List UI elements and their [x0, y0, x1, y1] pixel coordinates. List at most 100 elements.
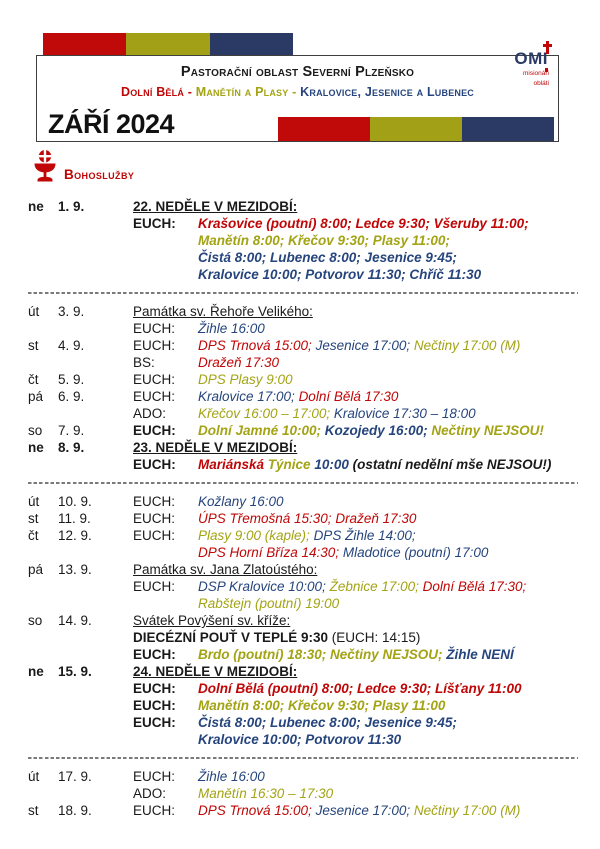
segment: Nečtiny NEJSOU! — [431, 423, 544, 438]
schedule-entry: so 14. 9. Svátek Povýšení sv. kříže: DIECÉZ… — [28, 612, 580, 663]
day-label: st — [28, 803, 39, 818]
schedule-line: EUCH: DSP Kralovice 10:00; Žebnice 17:00;… — [133, 578, 580, 595]
header-subtitle: Dolní Bělá - Manětín a Plasy - Kralovice… — [37, 85, 558, 99]
line-label: EUCH: — [133, 338, 176, 353]
entry-lines: Památka sv. Jana Zlatoústého: EUCH: DSP Kr… — [133, 561, 580, 612]
schedule-line: BS: Dražeň 17:30 — [133, 354, 580, 371]
date-label: 14. 9. — [58, 613, 92, 628]
segment: Dražeň 17:30 — [198, 355, 280, 370]
date-label: 11. 9. — [58, 511, 91, 526]
segment: Plasy 9:00 (kaple); — [198, 528, 314, 543]
segment: Kozojedy 16:00; — [324, 423, 432, 438]
entry-lines: 24. NEDĚLE V MEZIDOBÍ: EUCH: Dolní Bělá (p… — [133, 663, 580, 748]
color-block — [370, 117, 462, 141]
schedule-entry: čt 5. 9. EUCH: DPS Plasy 9:00 — [28, 371, 580, 388]
line-label: EUCH: — [133, 681, 176, 696]
entry-lines: EUCH: ÚPS Třemošná 15:30; Dražeň 17:30 — [133, 510, 580, 527]
segment: Mladotice (poutní) 17:00 — [342, 545, 489, 560]
date-label: 5. 9. — [58, 372, 85, 387]
segment: DPS Trnová 15:00; — [198, 338, 316, 353]
schedule-line: Památka sv. Jana Zlatoústého: — [133, 561, 580, 578]
segment: Čistá 8:00; Lubenec 8:00; Jesenice 9:45; — [198, 715, 457, 730]
entry-lines: EUCH: DPS Plasy 9:00 — [133, 371, 580, 388]
color-block — [209, 33, 293, 55]
schedule-entry: st 4. 9. EUCH: DPS Trnová 15:00; Jesenice 1… — [28, 337, 580, 371]
section-title: Bohoslužby — [64, 167, 135, 182]
day-label: pá — [28, 389, 44, 404]
entry-lines: EUCH: DPS Trnová 15:00; Jesenice 17:00; N… — [133, 337, 580, 371]
schedule-line: ADO: Manětín 16:30 – 17:30 — [133, 785, 580, 802]
segment: Krašovice (poutní) 8:00; Ledce 9:30; Vše… — [198, 216, 529, 231]
segment: Žihle 16:00 — [198, 769, 265, 784]
segment: Žihle 16:00 — [198, 321, 265, 336]
schedule-line: Čistá 8:00; Lubenec 8:00; Jesenice 9:45; — [133, 249, 580, 266]
segment: 10:00 — [314, 457, 353, 472]
line-label: EUCH: — [133, 423, 176, 438]
segment: Nečtiny 17:00 (M) — [413, 803, 521, 818]
page-title: Pastorační oblast Severní Plzeňsko — [180, 64, 415, 80]
header: OMI misionáři obláti Pastorační oblast S… — [36, 41, 559, 142]
section-head: Bohoslužby — [33, 150, 134, 183]
segment: Jesenice 17:00; — [315, 803, 414, 818]
segment: Týnice — [267, 457, 315, 472]
entry-lines: 23. NEDĚLE V MEZIDOBÍ: EUCH: Mariánská Týn… — [133, 439, 580, 473]
omi-logo: OMI misionáři obláti — [514, 41, 552, 88]
line-label: EUCH: — [133, 494, 176, 509]
schedule-line: EUCH: DPS Trnová 15:00; Jesenice 17:00; N… — [133, 337, 580, 354]
schedule-line: Svátek Povýšení sv. kříže: — [133, 612, 580, 629]
line-label: EUCH: — [133, 511, 176, 526]
segment: Manětín 8:00; Křečov 9:30; Plasy 11:00 — [198, 698, 446, 713]
omi-subtitle-2: obláti — [533, 80, 549, 88]
subtitle-part: Kralovice, Jesenice a Lubenec — [300, 85, 474, 99]
segment: (ostatní nedělní mše NEJSOU!) — [352, 457, 552, 472]
segment: Kralovice 10:00; Potvorov 11:30 — [198, 732, 402, 747]
date-label: 12. 9. — [58, 528, 92, 543]
date-label: 18. 9. — [58, 803, 92, 818]
date-label: 17. 9. — [58, 769, 92, 784]
day-label: čt — [28, 372, 39, 387]
segment: Nečtiny 17:00 (M) — [413, 338, 521, 353]
schedule-line: EUCH: Kralovice 17:00; Dolní Bělá 17:30 — [133, 388, 580, 405]
subtitle-part: - — [288, 85, 301, 99]
day-label: út — [28, 304, 40, 319]
schedule-line: Památka sv. Řehoře Velikého: — [133, 303, 580, 320]
schedule: ne 1. 9. 22. NEDĚLE V MEZIDOBÍ: EUCH: Krašov… — [28, 198, 580, 819]
schedule-entry: út 17. 9. EUCH: Žihle 16:00 ADO: Manětín 16:3… — [28, 768, 580, 802]
line-label: BS: — [133, 355, 155, 370]
color-block — [278, 117, 370, 141]
omi-subtitle-1: misionáři — [522, 70, 549, 77]
schedule-line: EUCH: Brdo (poutní) 18:30; Nečtiny NEJSOU… — [133, 646, 580, 663]
schedule-line: EUCH: DPS Plasy 9:00 — [133, 371, 580, 388]
segment: Žebnice 17:00; — [329, 579, 423, 594]
segment: DPS Žihle 14:00; — [313, 528, 416, 543]
line-label: EUCH: — [133, 321, 176, 336]
segment: Žihle NENÍ — [446, 647, 514, 662]
color-strip-top — [43, 33, 293, 55]
line-label: EUCH: — [133, 769, 176, 784]
line-label: EUCH: — [133, 579, 176, 594]
entry-lines: EUCH: Kožlany 16:00 — [133, 493, 580, 510]
segment: Památka sv. Jana Zlatoústého: — [133, 562, 318, 577]
line-label: EUCH: — [133, 389, 176, 404]
schedule-line: EUCH: Mariánská Týnice 10:00 (ostatní ned… — [133, 456, 580, 473]
schedule-entry: st 11. 9. EUCH: ÚPS Třemošná 15:30; Dražeň … — [28, 510, 580, 527]
line-label: EUCH: — [133, 372, 176, 387]
entry-lines: Památka sv. Řehoře Velikého: EUCH: Žihle 1… — [133, 303, 580, 337]
entry-lines: EUCH: Kralovice 17:00; Dolní Bělá 17:30 AD… — [133, 388, 580, 422]
schedule-line: Kralovice 10:00; Potvorov 11:30 — [133, 731, 580, 748]
line-label: ADO: — [133, 786, 167, 801]
subtitle-part: - — [184, 85, 196, 99]
schedule-entry: út 3. 9. Památka sv. Řehoře Velikého: EUCH:… — [28, 303, 580, 337]
cross-icon — [543, 41, 552, 54]
segment: DPS Trnová 15:00; — [198, 803, 316, 818]
day-label: ne — [28, 440, 44, 455]
day-label: út — [28, 494, 40, 509]
segment: Mariánská — [198, 457, 268, 472]
schedule-line: Manětín 8:00; Křečov 9:30; Plasy 11:00; — [133, 232, 580, 249]
day-label: pá — [28, 562, 44, 577]
segment: Rabštejn (poutní) 19:00 — [198, 596, 340, 611]
segment: (EUCH: 14:15) — [331, 630, 421, 645]
segment: Dolní Jamné 10:00; — [198, 423, 325, 438]
segment: Jesenice 17:00; — [315, 338, 414, 353]
color-block — [126, 33, 210, 55]
